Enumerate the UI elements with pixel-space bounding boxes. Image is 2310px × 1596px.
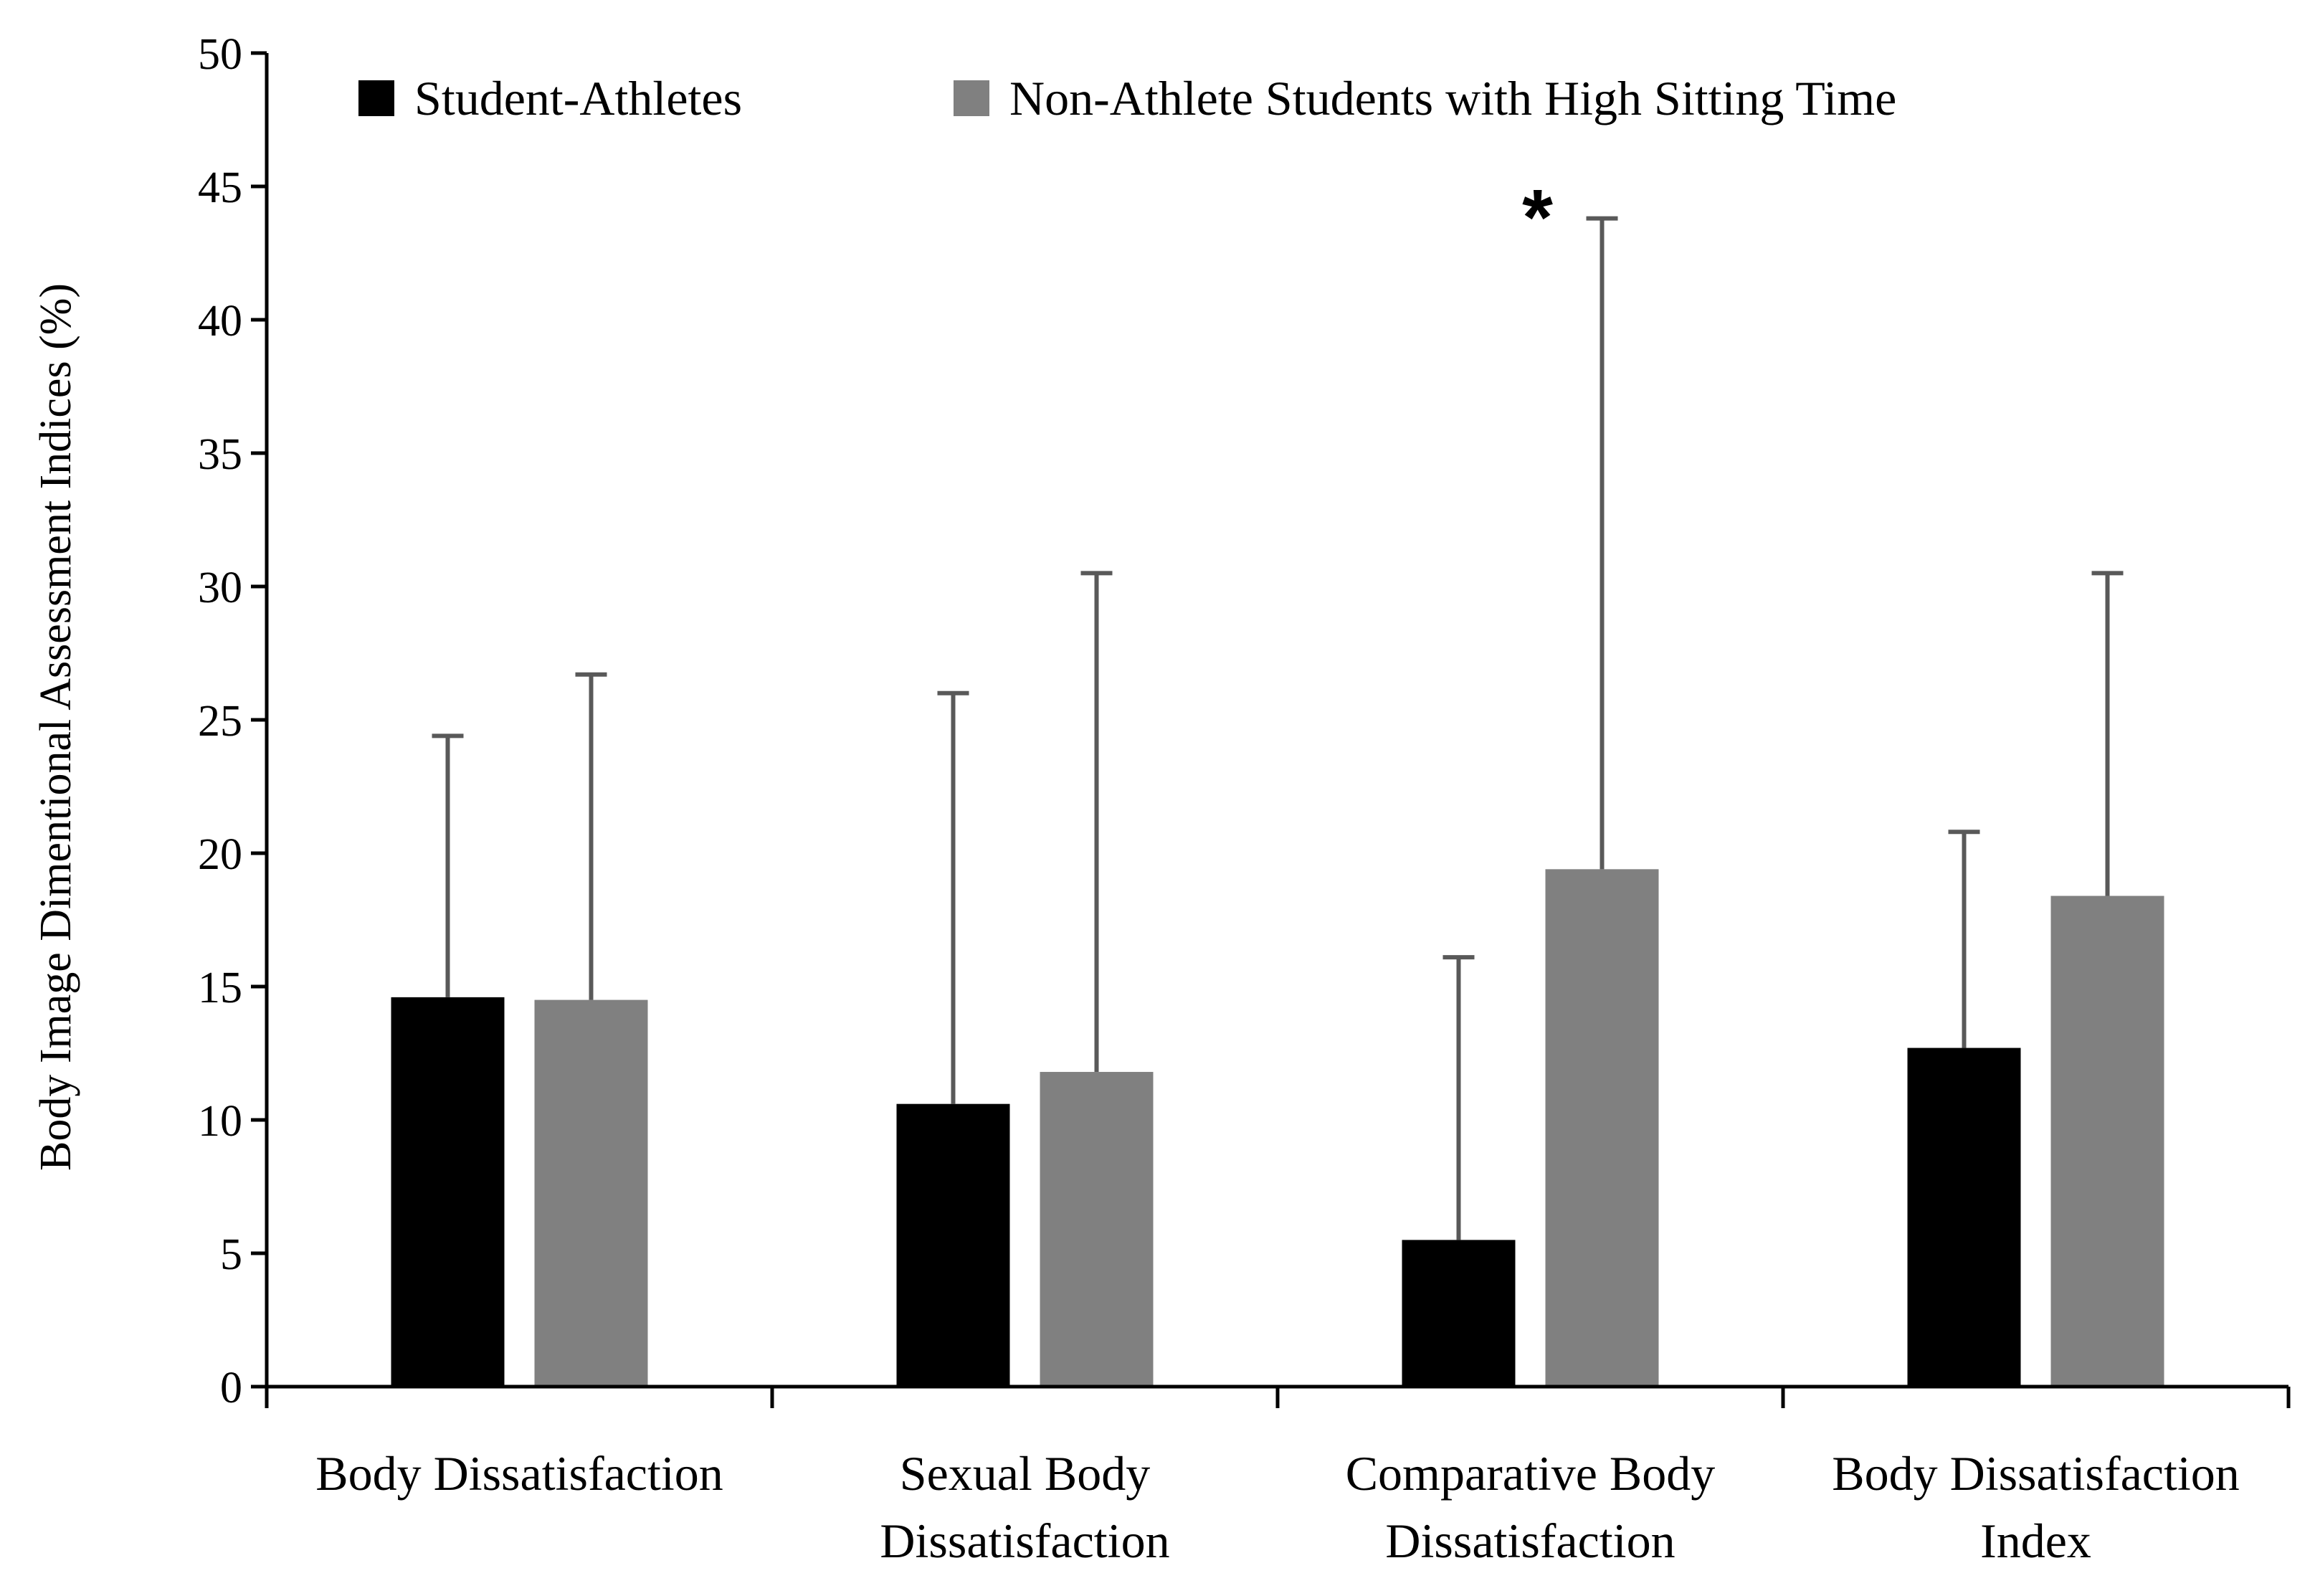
x-category-label-line: Index [1980,1514,2091,1568]
bar-non-athlete-students-2 [1545,869,1659,1387]
legend-item: Non-Athlete Students with High Sitting T… [954,71,1896,125]
legend-item: Student-Athletes [358,71,742,125]
error-bars [432,216,2124,1240]
legend-label: Student-Athletes [414,71,742,125]
x-category-label: Body Dissatisfaction Index [1832,1446,2240,1568]
error-bar-1-3 [2091,571,2124,896]
y-tick-label: 20 [198,830,242,879]
x-category-label-line: Dissatisfaction [1385,1514,1675,1568]
x-category-label-line: Dissatisfaction [880,1514,1169,1568]
y-tick-label: 50 [198,30,242,79]
bar-student-athletes-0 [391,997,505,1387]
annotations: * [1522,174,1553,262]
y-tick-label: 40 [198,297,242,346]
x-category-label-line: Sexual Body [900,1446,1150,1501]
x-category-label-line: Comparative Body [1346,1446,1716,1501]
legend-swatch [954,80,989,116]
axes [251,51,2291,1408]
legend-label: Non-Athlete Students with High Sitting T… [1009,71,1896,125]
legend: Student-Athletes Non-Athlete Students wit… [358,71,1896,125]
bars [391,869,2164,1387]
x-category-label: Sexual Body Dissatisfaction [880,1446,1169,1568]
bar-non-athlete-students-3 [2050,896,2164,1387]
x-category-label: Body Dissatisfaction [315,1446,723,1501]
labels: 0 5 10 15 20 25 30 35 40 45 50 Body Dissatisfaction… [32,30,2240,1568]
error-bar-0-1 [937,690,969,1104]
bar-student-athletes-1 [896,1103,1010,1387]
error-bar-1-2 [1586,216,1618,870]
legend-swatch [358,80,394,116]
y-tick-label: 25 [198,697,242,746]
significance-marker: * [1522,174,1553,262]
y-tick-label: 0 [220,1364,242,1412]
error-bar-0-3 [1948,830,1980,1048]
x-category-label: Comparative Body Dissatisfaction [1346,1446,1716,1568]
bar-non-athlete-students-0 [534,999,648,1387]
error-bar-0-0 [432,733,464,997]
y-tick-label: 15 [198,964,242,1012]
y-axis-title: Body Image Dimentional Assessment Indice… [32,283,80,1171]
y-tick-label: 35 [198,430,242,479]
y-tick-label: 30 [198,564,242,612]
y-tick-label: 10 [198,1097,242,1146]
error-bar-1-0 [575,672,607,1000]
y-tick-label: 45 [198,163,242,212]
bar-student-athletes-2 [1402,1240,1516,1387]
error-bar-0-2 [1442,955,1475,1240]
x-category-label-line: Body Dissatisfaction [1832,1446,2240,1501]
y-tick-label: 5 [220,1230,242,1279]
bar-non-athlete-students-1 [1040,1072,1154,1387]
x-category-label-line: Body Dissatisfaction [315,1446,723,1501]
bar-student-athletes-3 [1907,1048,2021,1387]
error-bar-1-1 [1080,571,1113,1073]
